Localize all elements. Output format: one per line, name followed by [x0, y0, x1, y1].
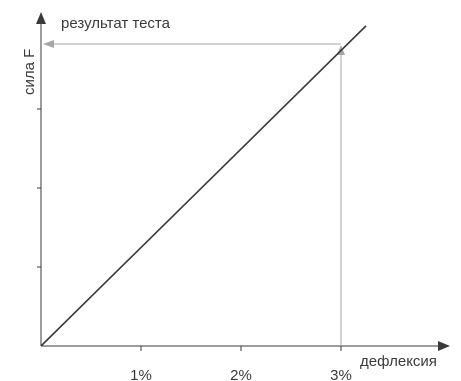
- series-layer: [40, 25, 367, 347]
- x-tick-label-1: 1%: [130, 367, 152, 381]
- x-tick-label-3: 3%: [330, 367, 352, 381]
- y-axis-label: сила F: [21, 49, 38, 95]
- x-axis-arrow: [438, 341, 450, 351]
- x-tick-labels: 1% 2% 3%: [130, 367, 352, 381]
- guide-horizontal-arrow: [43, 40, 54, 48]
- x-ticks: [140, 346, 342, 351]
- x-tick-label-2: 2%: [230, 367, 252, 381]
- y-axis-arrow: [36, 12, 46, 24]
- annotation-label: результат теста: [61, 15, 171, 32]
- x-axis-label: дефлексия: [360, 353, 437, 370]
- test-result-guides: [43, 40, 345, 346]
- y-ticks: [37, 108, 41, 268]
- series-line-1: [40, 25, 367, 347]
